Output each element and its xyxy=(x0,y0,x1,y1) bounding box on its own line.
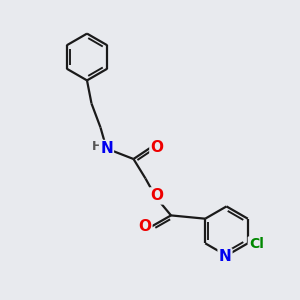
Text: Cl: Cl xyxy=(249,238,264,251)
Text: N: N xyxy=(100,141,113,156)
Text: N: N xyxy=(219,249,231,264)
Text: O: O xyxy=(150,188,163,203)
Text: O: O xyxy=(138,219,152,234)
Text: H: H xyxy=(92,140,102,153)
Text: O: O xyxy=(150,140,164,154)
